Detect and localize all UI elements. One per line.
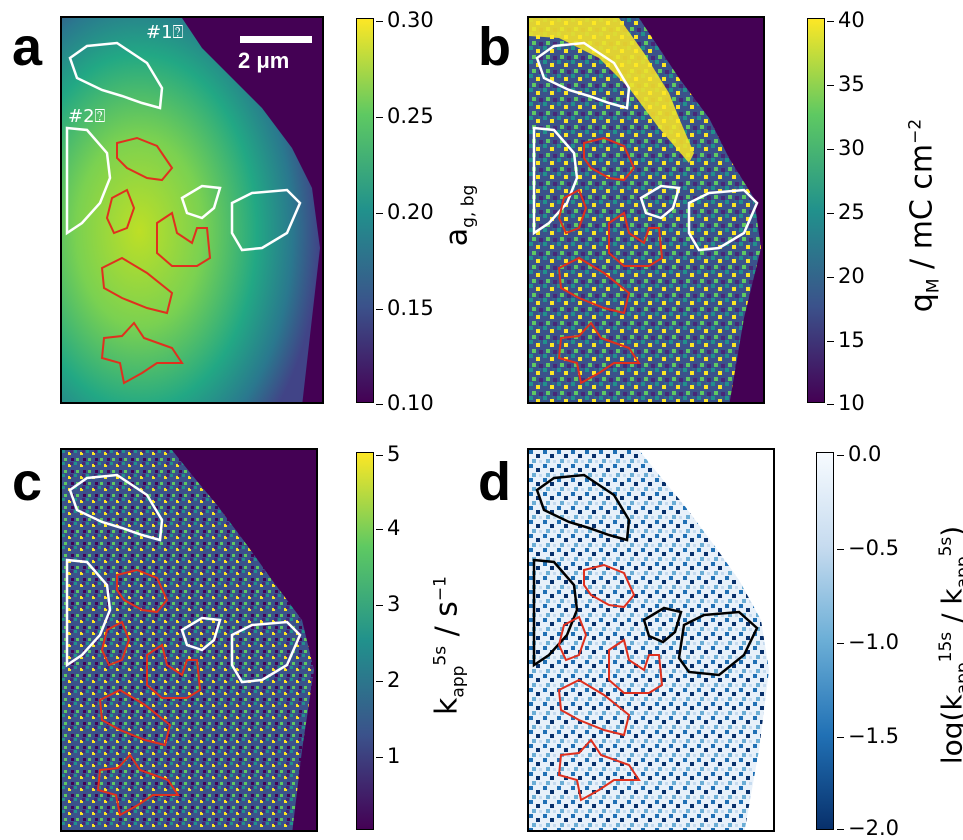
colorbar-c — [356, 452, 374, 830]
panel-letter-a: a — [12, 17, 43, 77]
colorbar-b-tick: 25 — [827, 200, 865, 224]
map-panel-d — [527, 448, 775, 832]
roi-white-outlines-a — [65, 41, 302, 252]
colorbar-d-tick: 0.0 — [836, 442, 882, 466]
colorbar-d-tick: −1.0 — [837, 630, 899, 654]
colorbar-a-tick: 0.15 — [376, 296, 434, 320]
colorbar-b-tick: 15 — [827, 328, 865, 352]
colorbar-b-tick: 10 — [827, 391, 865, 415]
map-panel-b — [527, 16, 765, 404]
colorbar-b-tick: 20 — [827, 264, 865, 288]
panel-letter-b: b — [478, 17, 511, 77]
colorbar-c-tick: 5 — [375, 442, 401, 466]
colorbar-a-title: ag, bg — [439, 184, 479, 247]
region-label-2: #2⍰ — [68, 106, 106, 127]
colorbar-c-tick: 2 — [375, 668, 401, 692]
colorbar-d — [816, 452, 834, 830]
panel-letter-d: d — [478, 452, 511, 512]
colorbar-b-tick: 35 — [827, 72, 865, 96]
map-a-image — [62, 18, 320, 402]
map-panel-c — [60, 448, 318, 832]
colorbar-a-tick: 0.20 — [376, 200, 434, 224]
colorbar-c-title: kapp5s / s−1 — [429, 576, 469, 715]
colorbar-a-tick: 0.25 — [376, 104, 434, 128]
colorbar-b — [807, 18, 825, 403]
map-d-image — [529, 450, 769, 830]
colorbar-b-tick: 40 — [827, 8, 865, 32]
roi-red-outlines-a — [100, 136, 212, 385]
scale-bar — [240, 36, 312, 43]
colorbar-a — [356, 18, 374, 403]
panel-letter-c: c — [12, 452, 43, 512]
colorbar-a-tick: 0.10 — [376, 391, 434, 415]
colorbar-c-tick: 1 — [375, 744, 401, 768]
colorbar-b-tick: 30 — [827, 136, 865, 160]
map-c-image — [62, 450, 314, 830]
scale-bar-label: 2 μm — [238, 48, 290, 73]
colorbar-d-tick: −1.5 — [837, 724, 899, 748]
region-label-1: #1⍰ — [146, 22, 184, 43]
colorbar-a-tick: 0.30 — [376, 8, 434, 32]
map-b-image — [529, 18, 761, 402]
colorbar-d-title: log(kapp15s / kapp5s) — [935, 526, 963, 765]
map-panel-a: 2 μm #1⍰ #2⍰ — [60, 16, 324, 404]
colorbar-c-tick: 4 — [375, 516, 401, 540]
colorbar-d-tick: −0.5 — [837, 536, 899, 560]
colorbar-d-tick: −2.0 — [837, 816, 899, 840]
colorbar-b-title: qM / mC cm−2 — [904, 118, 944, 313]
colorbar-c-tick: 3 — [375, 592, 401, 616]
